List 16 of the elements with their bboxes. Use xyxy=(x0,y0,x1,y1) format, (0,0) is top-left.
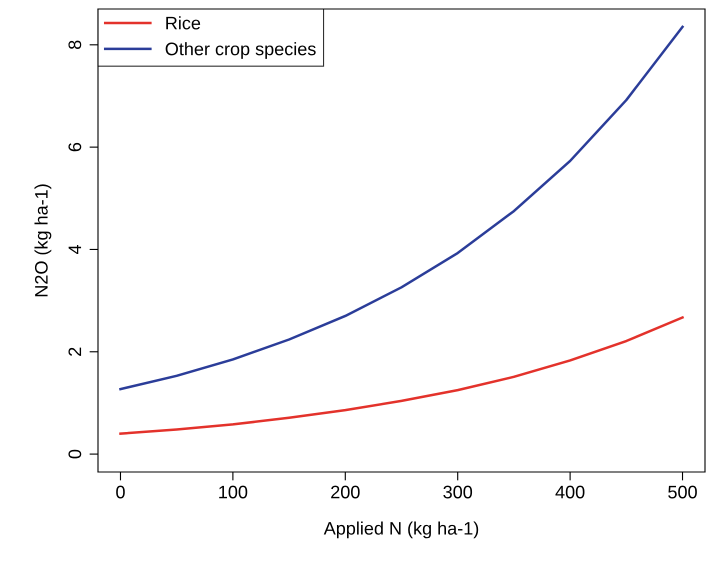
x-axis-title: Applied N (kg ha-1) xyxy=(324,521,478,538)
y-tick-label: 2 xyxy=(68,348,82,356)
y-tick-label: 6 xyxy=(68,142,82,152)
legend-label: Other crop species xyxy=(166,42,316,59)
x-tick-label: 300 xyxy=(443,486,472,498)
x-tick-label: 200 xyxy=(331,486,360,498)
legend-label: Rice xyxy=(166,16,200,30)
y-tick-label: 4 xyxy=(68,244,82,254)
y-tick-label: 8 xyxy=(68,40,82,50)
x-tick-label: 100 xyxy=(219,486,248,498)
y-axis-title: N2O (kg ha-1) xyxy=(34,184,52,296)
x-tick-label: 0 xyxy=(116,486,125,498)
x-tick-label: 500 xyxy=(668,486,697,498)
x-tick-label: 400 xyxy=(555,486,584,498)
y-tick-label: 0 xyxy=(68,450,82,458)
line-series xyxy=(119,316,684,435)
